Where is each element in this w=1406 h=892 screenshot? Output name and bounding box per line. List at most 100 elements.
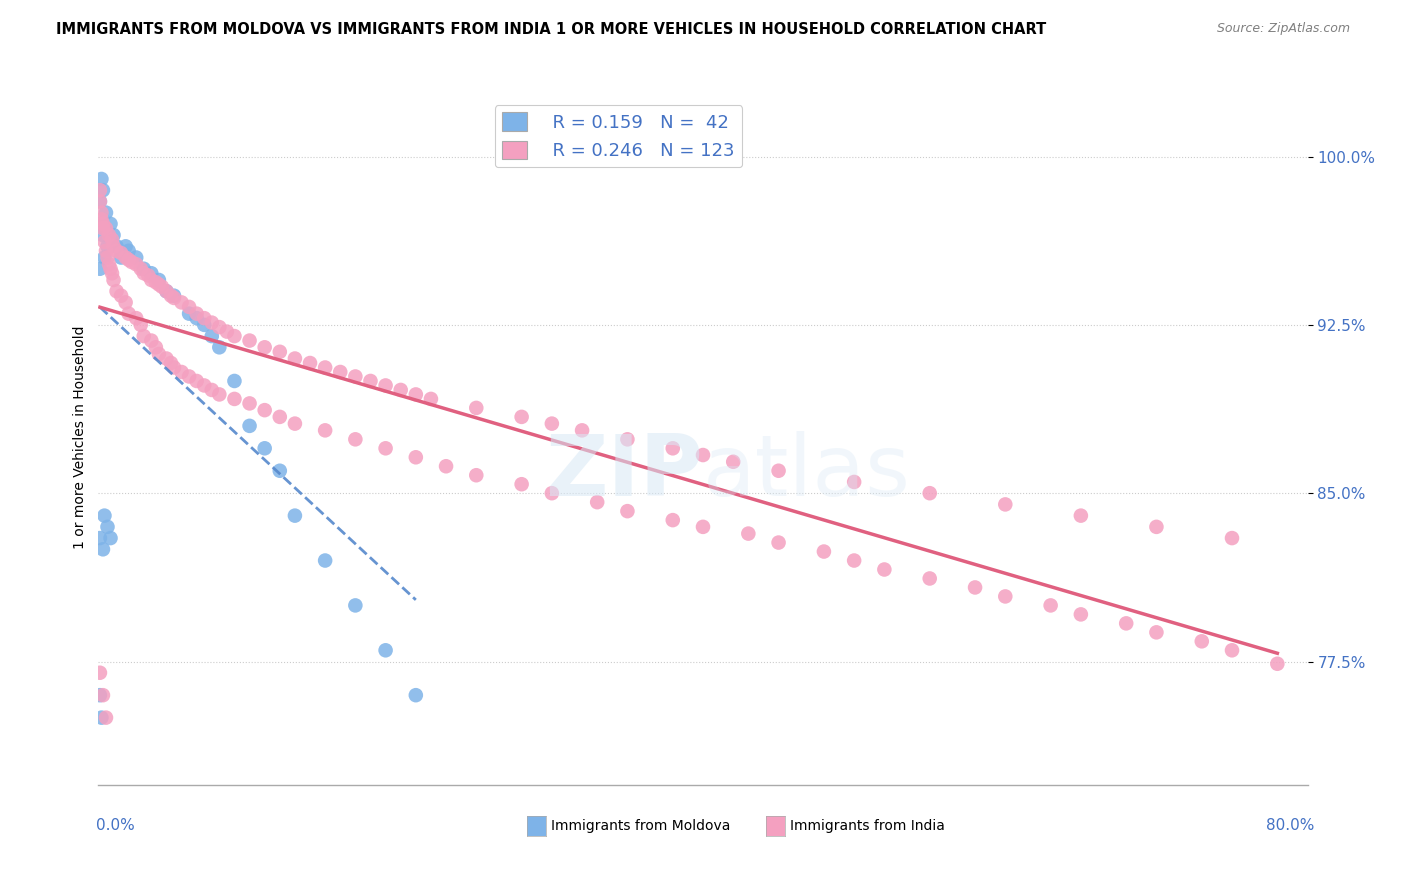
Point — [1220, 531, 1243, 545]
Point — [844, 475, 866, 489]
Point — [768, 464, 790, 478]
Point — [186, 311, 208, 326]
Point — [269, 464, 291, 478]
Point — [360, 374, 382, 388]
Point — [1191, 634, 1213, 648]
Point — [661, 442, 683, 456]
Point — [148, 277, 170, 292]
Point — [100, 217, 122, 231]
Point — [239, 396, 262, 410]
Point — [873, 562, 896, 576]
Point — [1144, 625, 1167, 640]
Point — [253, 442, 276, 456]
Point — [193, 318, 215, 332]
Text: atlas: atlas — [703, 431, 911, 515]
Point — [994, 590, 1017, 604]
Text: 0.0%: 0.0% — [96, 818, 135, 832]
Point — [98, 257, 121, 271]
Point — [94, 711, 117, 725]
Point — [91, 183, 114, 197]
Point — [141, 334, 163, 348]
Point — [208, 320, 231, 334]
Point — [110, 251, 132, 265]
Point — [118, 252, 141, 267]
Point — [224, 329, 246, 343]
Text: IMMIGRANTS FROM MOLDOVA VS IMMIGRANTS FROM INDIA 1 OR MORE VEHICLES IN HOUSEHOLD: IMMIGRANTS FROM MOLDOVA VS IMMIGRANTS FR… — [56, 22, 1046, 37]
Point — [918, 486, 941, 500]
Point — [692, 448, 714, 462]
Y-axis label: 1 or more Vehicles in Household: 1 or more Vehicles in Household — [73, 326, 87, 549]
Point — [269, 409, 291, 424]
Point — [91, 221, 114, 235]
Point — [163, 291, 186, 305]
Point — [344, 369, 367, 384]
Point — [98, 228, 121, 243]
Point — [94, 244, 117, 258]
Point — [1070, 607, 1092, 622]
Point — [186, 307, 208, 321]
Point — [1144, 520, 1167, 534]
Point — [723, 455, 745, 469]
Point — [93, 251, 115, 265]
Point — [540, 486, 562, 500]
Point — [374, 378, 396, 392]
Point — [103, 273, 125, 287]
Point — [114, 239, 136, 253]
Point — [737, 526, 759, 541]
Point — [510, 409, 533, 424]
Point — [465, 468, 488, 483]
Point — [163, 288, 186, 302]
Point — [160, 288, 183, 302]
Point — [201, 316, 224, 330]
Point — [269, 344, 291, 359]
Point — [284, 351, 307, 366]
Point — [314, 423, 336, 437]
Point — [193, 378, 215, 392]
Point — [141, 266, 163, 280]
Text: 80.0%: 80.0% — [1267, 818, 1315, 832]
Point — [89, 194, 111, 209]
Point — [129, 261, 152, 276]
Point — [101, 266, 124, 280]
Point — [132, 261, 155, 276]
Point — [118, 244, 141, 258]
Point — [93, 235, 115, 249]
Point — [89, 665, 111, 680]
Point — [145, 275, 167, 289]
Point — [145, 340, 167, 354]
Point — [114, 251, 136, 265]
Point — [768, 535, 790, 549]
Point — [571, 423, 593, 437]
Point — [91, 228, 114, 243]
Point — [89, 688, 111, 702]
Point — [89, 261, 111, 276]
Point — [201, 329, 224, 343]
Point — [813, 544, 835, 558]
Point — [186, 374, 208, 388]
Point — [965, 581, 987, 595]
Point — [374, 643, 396, 657]
Point — [155, 284, 177, 298]
Point — [100, 531, 122, 545]
Point — [160, 356, 183, 370]
Point — [208, 340, 231, 354]
Point — [148, 347, 170, 361]
Point — [420, 392, 443, 406]
Point — [155, 351, 177, 366]
Point — [96, 251, 118, 265]
Point — [1070, 508, 1092, 523]
Point — [344, 433, 367, 447]
Point — [994, 497, 1017, 511]
Point — [91, 542, 114, 557]
Point — [94, 205, 117, 219]
Point — [661, 513, 683, 527]
Point — [314, 553, 336, 567]
Point — [93, 508, 115, 523]
Point — [170, 365, 193, 379]
Point — [90, 172, 112, 186]
Point — [193, 311, 215, 326]
Text: Immigrants from India: Immigrants from India — [790, 819, 945, 833]
Point — [1115, 616, 1137, 631]
Point — [125, 311, 148, 326]
Point — [118, 307, 141, 321]
